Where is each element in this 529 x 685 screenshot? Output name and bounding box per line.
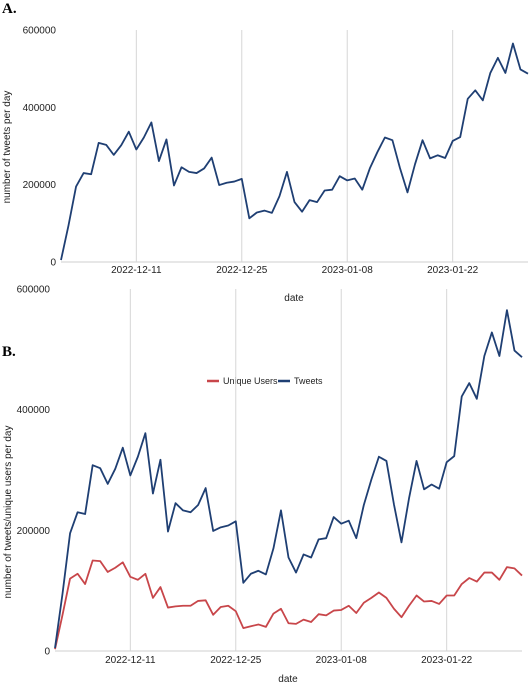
x-tick-label: 2022-12-11 xyxy=(105,655,156,666)
y-tick-labels-b: 0 200000 400000 600000 xyxy=(17,285,51,658)
legend-b: Unique Users Tweets xyxy=(207,376,323,386)
gridlines-b xyxy=(55,289,522,652)
legend-label-unique-users: Unique Users xyxy=(223,376,278,386)
y-tick-label: 600000 xyxy=(23,26,57,37)
panel-label-a: A. xyxy=(2,1,17,17)
series-lines-b xyxy=(54,309,523,650)
x-axis-label-b: date xyxy=(278,674,298,685)
chart-panel-b: B. Unique Users Tweets 0 200000 400000 6000… xyxy=(2,285,523,685)
panel-label-b: B. xyxy=(2,344,16,360)
gridlines-a xyxy=(61,30,528,263)
x-tick-label: 2023-01-22 xyxy=(421,655,473,666)
legend-label-tweets: Tweets xyxy=(294,376,323,386)
y-tick-labels-a: 0 200000 400000 600000 xyxy=(23,26,57,269)
x-tick-label: 2023-01-08 xyxy=(322,265,374,276)
series-line-tweets xyxy=(60,42,529,261)
y-tick-label: 0 xyxy=(50,258,56,269)
x-axis-label-a: date xyxy=(284,293,304,304)
y-tick-label: 200000 xyxy=(23,180,57,191)
series-lines-a xyxy=(60,42,529,261)
y-axis-label-a: number of tweets per day xyxy=(2,91,13,204)
y-tick-label: 400000 xyxy=(17,405,51,416)
series-line-tweets xyxy=(54,309,523,649)
y-axis-label-b: number of tweets/unique users per day xyxy=(3,426,14,599)
y-tick-label: 400000 xyxy=(23,103,57,114)
x-tick-labels-b: 2022-12-11 2022-12-25 2023-01-08 2023-01-22 xyxy=(105,655,473,666)
x-tick-label: 2023-01-22 xyxy=(427,265,479,276)
x-tick-label: 2023-01-08 xyxy=(316,655,368,666)
x-tick-label: 2022-12-25 xyxy=(216,265,268,276)
y-tick-label: 0 xyxy=(44,647,50,658)
x-tick-label: 2022-12-25 xyxy=(210,655,262,666)
x-tick-labels-a: 2022-12-11 2022-12-25 2023-01-08 2023-01-22 xyxy=(111,265,479,276)
x-tick-label: 2022-12-11 xyxy=(111,265,162,276)
y-tick-label: 200000 xyxy=(17,526,51,537)
series-line-unique-users xyxy=(54,559,523,650)
y-tick-label: 600000 xyxy=(17,285,51,296)
